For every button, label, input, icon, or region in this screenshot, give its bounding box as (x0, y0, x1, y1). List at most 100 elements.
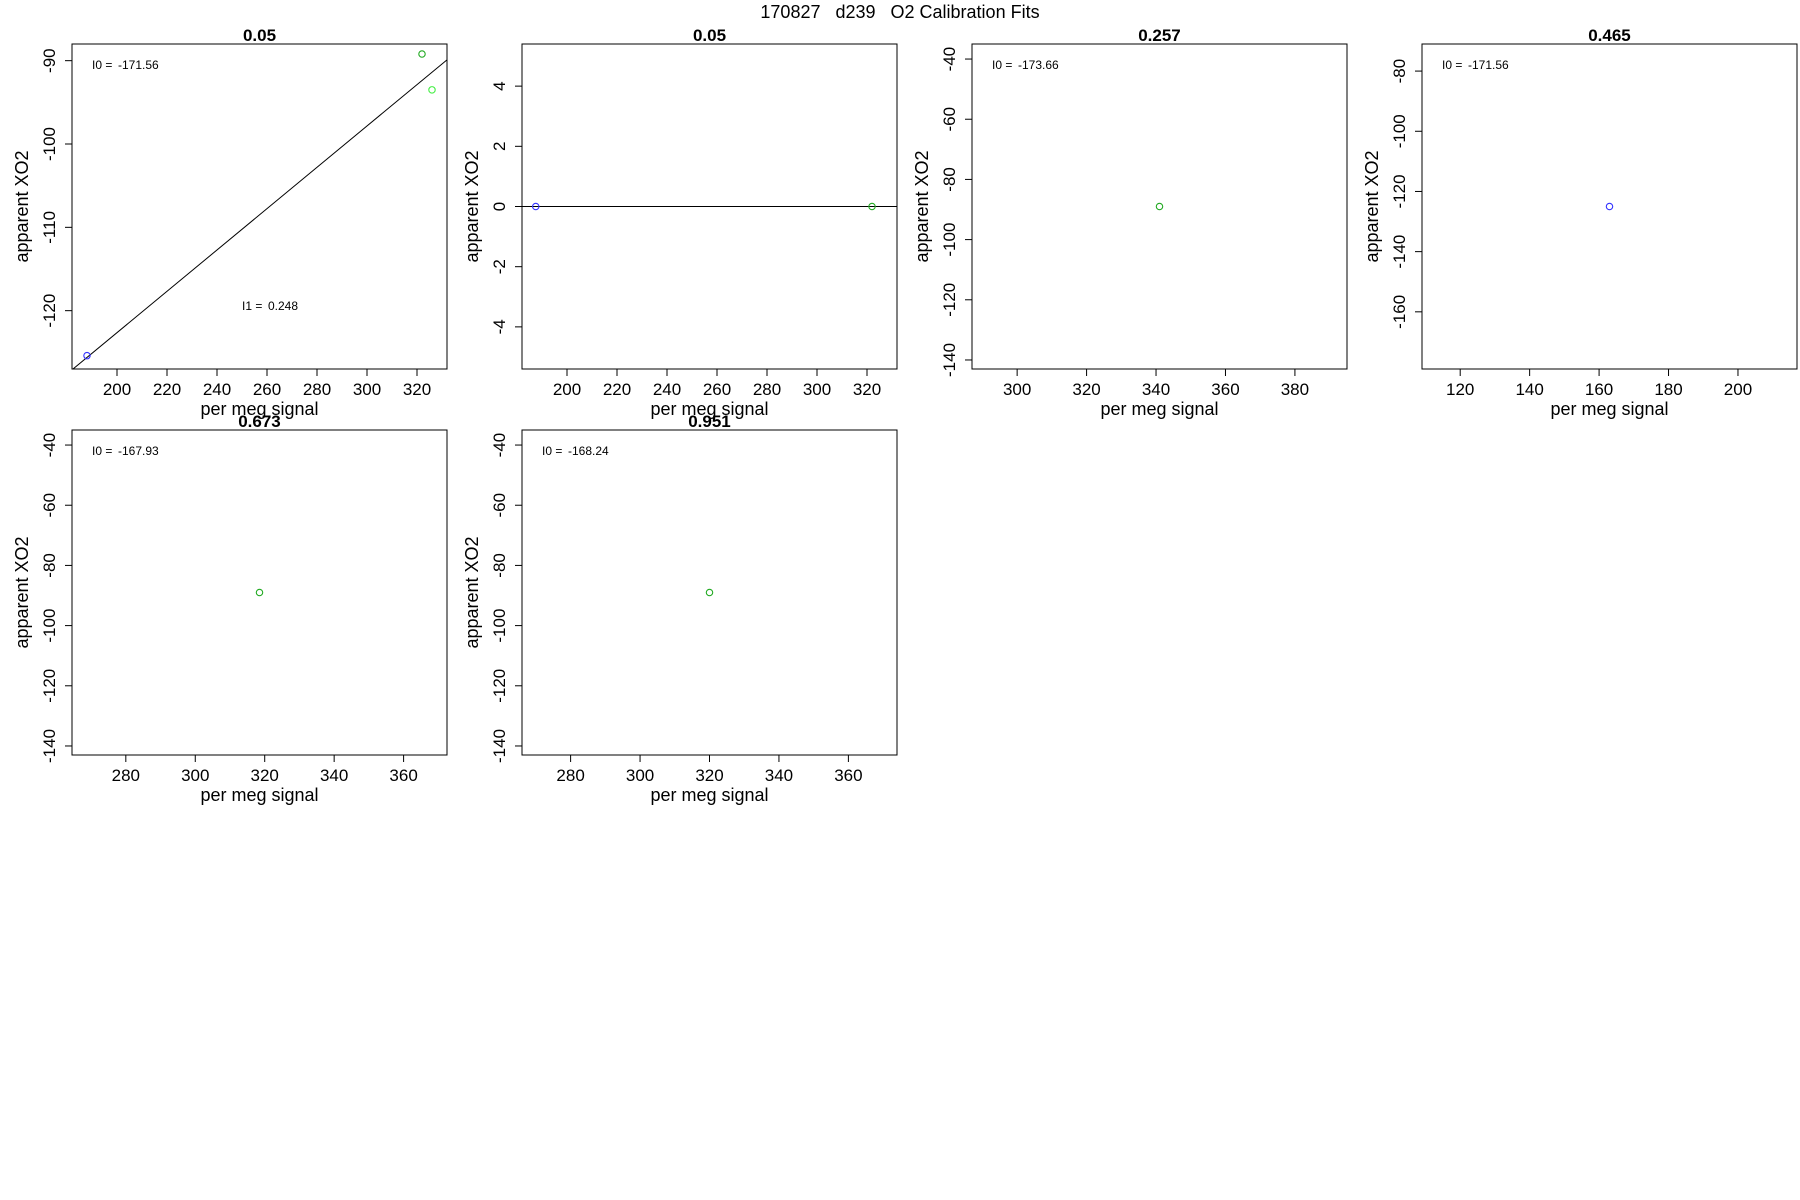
panel-title: 0.05 (693, 26, 726, 45)
x-tick-label: 300 (1003, 380, 1031, 399)
x-tick-label: 260 (253, 380, 281, 399)
x-tick-label: 340 (765, 766, 793, 785)
y-tick-label: -120 (490, 669, 509, 703)
plot-frame (971, 43, 1348, 370)
panel-title: 0.673 (238, 412, 281, 431)
y-tick-label: -100 (40, 609, 59, 643)
y-tick-label: -120 (940, 283, 959, 317)
figure-title: 170827 d239 O2 Calibration Fits (760, 2, 1039, 22)
x-axis-label: per meg signal (650, 785, 768, 805)
y-tick-label: -60 (940, 107, 959, 132)
x-tick-label: 200 (553, 380, 581, 399)
x-tick-label: 340 (320, 766, 348, 785)
plot-frame (521, 429, 898, 756)
plot-frame (71, 43, 448, 370)
x-axis-label: per meg signal (200, 399, 318, 419)
y-tick-label: -80 (40, 553, 59, 578)
panel-title: 0.05 (243, 26, 276, 45)
x-tick-label: 300 (803, 380, 831, 399)
y-tick-label: -90 (40, 48, 59, 73)
panel-4: 0.465 120 140 160 180 200 per meg signal -80 -10… (1362, 26, 1798, 419)
x-axis-label: per meg signal (200, 785, 318, 805)
data-point (1155, 202, 1164, 211)
panel-1: 0.05 200 220 240 260 280 300 320 per meg signal -… (12, 26, 448, 419)
y-tick-label: 4 (490, 81, 509, 90)
x-tick-label: 280 (303, 380, 331, 399)
y-axis-label: apparent XO2 (462, 536, 482, 648)
panel-6: 0.951 280 300 320 340 360 per meg signal -40 -60… (462, 412, 898, 805)
annotation-label: I1 = (242, 299, 262, 313)
y-tick-label: -160 (1390, 295, 1409, 329)
data-point (1605, 202, 1614, 211)
annotation-label: I0 = (92, 58, 112, 72)
y-tick-label: -40 (40, 433, 59, 458)
annotation-value: -167.93 (118, 444, 159, 458)
y-axis-label: apparent XO2 (1362, 150, 1382, 262)
annotation-value: -171.56 (1468, 58, 1509, 72)
y-tick-label: -120 (40, 294, 59, 328)
data-point (418, 50, 426, 58)
x-tick-label: 160 (1585, 380, 1613, 399)
y-tick-label: -40 (490, 433, 509, 458)
plot-frame (71, 429, 448, 756)
y-tick-label: -100 (1390, 114, 1409, 148)
x-axis-label: per meg signal (1550, 399, 1668, 419)
data-point (531, 202, 540, 211)
y-tick-label: -140 (490, 729, 509, 763)
y-tick-label: 0 (490, 202, 509, 211)
x-axis-label: per meg signal (1100, 399, 1218, 419)
x-tick-label: 200 (103, 380, 131, 399)
y-tick-label: -4 (490, 319, 509, 334)
x-tick-label: 360 (834, 766, 862, 785)
panel-title: 0.257 (1138, 26, 1181, 45)
y-tick-label: -140 (40, 729, 59, 763)
x-tick-label: 140 (1515, 380, 1543, 399)
annotation-label: I0 = (992, 58, 1012, 72)
y-tick-label: 2 (490, 142, 509, 151)
x-tick-label: 380 (1281, 380, 1309, 399)
x-tick-label: 280 (112, 766, 140, 785)
x-tick-label: 360 (1211, 380, 1239, 399)
x-tick-label: 320 (403, 380, 431, 399)
y-tick-label: -80 (940, 167, 959, 192)
annotation-label: I0 = (1442, 58, 1462, 72)
x-tick-label: 120 (1446, 380, 1474, 399)
x-tick-label: 300 (353, 380, 381, 399)
y-tick-label: -110 (40, 211, 59, 244)
x-tick-label: 240 (203, 380, 231, 399)
y-tick-label: -2 (490, 259, 509, 274)
x-tick-label: 260 (703, 380, 731, 399)
x-tick-label: 280 (753, 380, 781, 399)
y-tick-label: -80 (490, 553, 509, 578)
x-tick-label: 200 (1724, 380, 1752, 399)
x-tick-label: 180 (1654, 380, 1682, 399)
x-tick-label: 220 (603, 380, 631, 399)
annotation-label: I0 = (542, 444, 562, 458)
panel-3: 0.257 300 320 340 360 380 per meg signal -40 -60… (912, 26, 1348, 419)
x-tick-label: 360 (389, 766, 417, 785)
data-point (428, 86, 436, 94)
x-tick-label: 300 (626, 766, 654, 785)
x-tick-label: 320 (251, 766, 279, 785)
x-tick-label: 320 (1072, 380, 1100, 399)
x-tick-label: 280 (556, 766, 584, 785)
plot-frame (1421, 43, 1798, 370)
y-axis-label: apparent XO2 (12, 536, 32, 648)
x-tick-label: 220 (153, 380, 181, 399)
data-point (83, 351, 91, 360)
data-point (705, 588, 714, 597)
annotation-label: I0 = (92, 444, 112, 458)
data-point (255, 588, 264, 597)
x-axis-label: per meg signal (650, 399, 768, 419)
y-tick-label: -140 (1390, 235, 1409, 269)
y-tick-label: -100 (490, 609, 509, 643)
x-tick-label: 240 (653, 380, 681, 399)
panel-title: 0.951 (688, 412, 731, 431)
y-axis-label: apparent XO2 (12, 150, 32, 262)
annotation-value: 0.248 (268, 299, 298, 313)
panel-5: 0.673 280 300 320 340 360 per meg signal -40 -60… (12, 412, 448, 805)
y-tick-label: -100 (940, 223, 959, 257)
y-tick-label: -60 (40, 493, 59, 518)
